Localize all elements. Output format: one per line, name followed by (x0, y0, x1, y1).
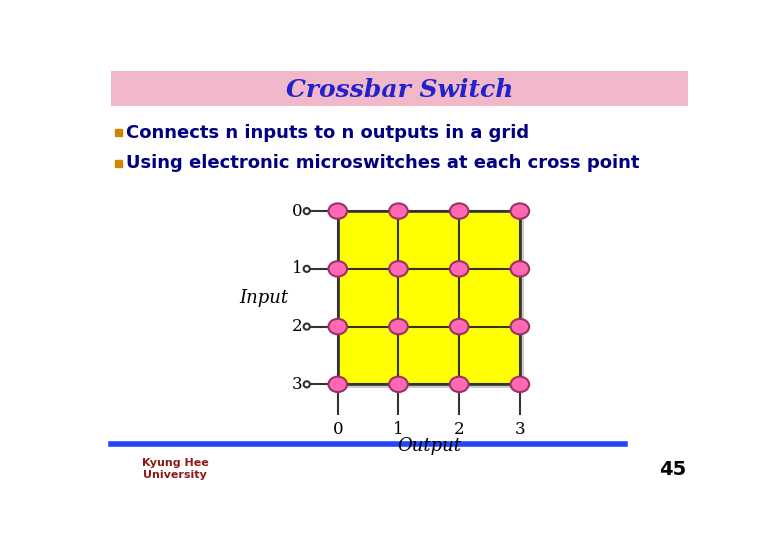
Bar (342, 215, 523, 388)
Circle shape (303, 266, 310, 272)
Ellipse shape (511, 261, 529, 276)
Ellipse shape (389, 377, 408, 392)
Text: 2: 2 (292, 318, 302, 335)
Text: Crossbar Switch: Crossbar Switch (286, 78, 513, 102)
Ellipse shape (389, 261, 408, 276)
Text: 2: 2 (454, 421, 464, 438)
Ellipse shape (328, 319, 347, 334)
Text: Connects n inputs to n outputs in a grid: Connects n inputs to n outputs in a grid (126, 124, 530, 141)
Circle shape (303, 208, 310, 214)
Ellipse shape (511, 204, 529, 219)
Ellipse shape (328, 261, 347, 276)
Ellipse shape (450, 319, 469, 334)
Ellipse shape (450, 377, 469, 392)
Circle shape (303, 381, 310, 387)
Text: Kyung Hee
University: Kyung Hee University (142, 457, 208, 480)
Ellipse shape (450, 204, 469, 219)
Text: 45: 45 (659, 460, 686, 478)
Bar (115, 159, 122, 167)
Ellipse shape (328, 204, 347, 219)
Ellipse shape (389, 319, 408, 334)
Text: Output: Output (397, 437, 461, 455)
Text: 0: 0 (332, 421, 343, 438)
Ellipse shape (389, 204, 408, 219)
Bar (115, 129, 122, 137)
Text: 0: 0 (292, 202, 302, 220)
Text: 3: 3 (292, 376, 302, 393)
Text: 1: 1 (393, 421, 404, 438)
Text: 3: 3 (515, 421, 525, 438)
Ellipse shape (328, 377, 347, 392)
Circle shape (303, 323, 310, 330)
Text: Using electronic microswitches at each cross point: Using electronic microswitches at each c… (126, 154, 640, 172)
Bar (112, 71, 688, 106)
Bar (338, 211, 520, 384)
Ellipse shape (511, 377, 529, 392)
Ellipse shape (511, 319, 529, 334)
Text: 1: 1 (292, 260, 302, 278)
Text: Input: Input (239, 289, 289, 307)
Ellipse shape (450, 261, 469, 276)
